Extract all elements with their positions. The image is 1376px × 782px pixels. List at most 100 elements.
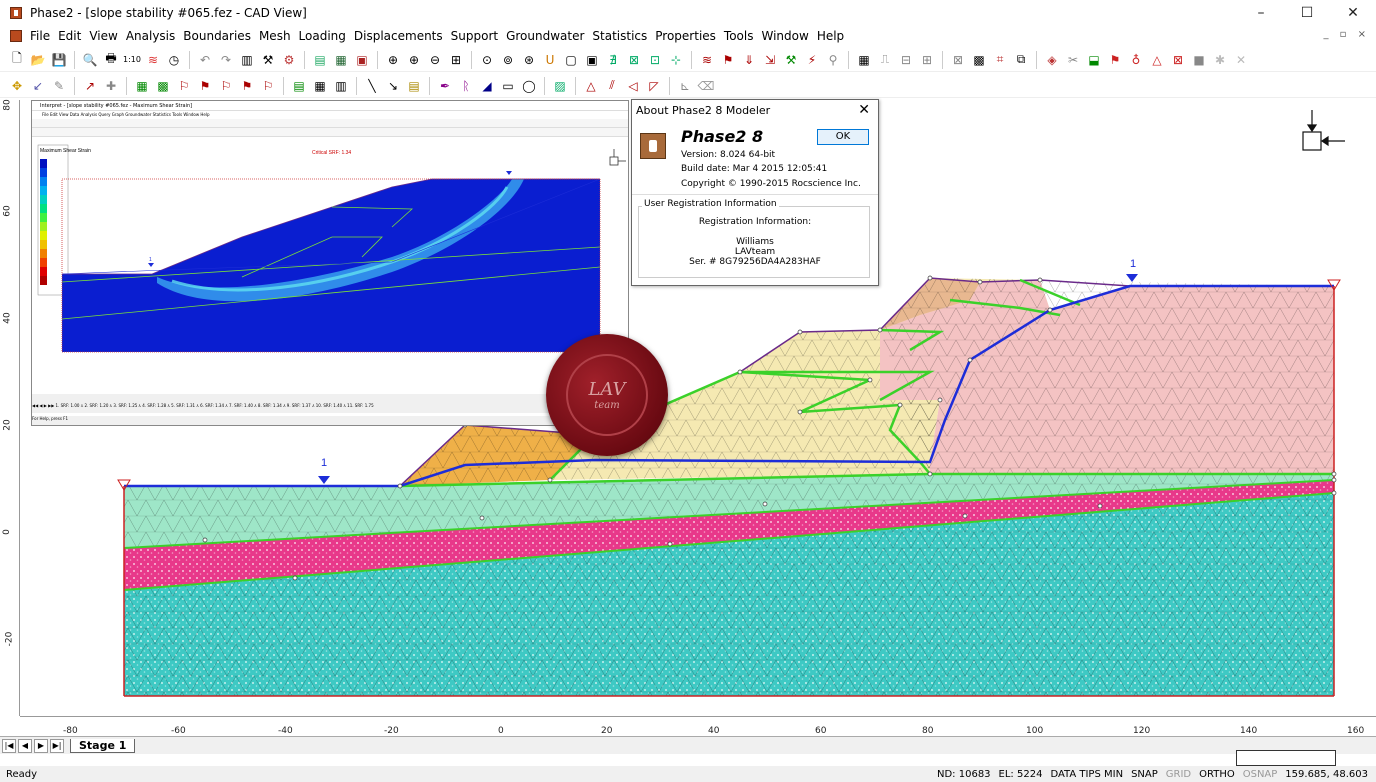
new-file-icon[interactable]: 🗋 (12, 51, 22, 65)
app-icon[interactable] (10, 7, 22, 19)
material-assign-icon[interactable]: ▦ (136, 78, 148, 93)
property-icon[interactable]: ⊠ (952, 52, 964, 67)
marker-icon[interactable]: ♁ (1131, 52, 1141, 67)
status-snap[interactable]: SNAP (1131, 768, 1158, 780)
info-icon[interactable]: ⊟ (900, 52, 912, 67)
ellipse-icon[interactable]: ◯ (522, 78, 536, 93)
menu-loading[interactable]: Loading (298, 29, 346, 43)
triangle-tool-icon[interactable]: △ (586, 78, 596, 93)
menu-analysis[interactable]: Analysis (125, 29, 176, 43)
horizontal-scrollbar[interactable] (1236, 750, 1336, 766)
restrain-y-icon[interactable]: ⚑ (199, 78, 211, 93)
status-ortho[interactable]: ORTHO (1199, 768, 1235, 780)
menu-groundwater[interactable]: Groundwater (506, 29, 585, 43)
table-tool-icon[interactable]: ▦ (314, 78, 326, 93)
status-grid[interactable]: GRID (1165, 768, 1192, 780)
zoom-previous-icon[interactable]: ⊚ (502, 52, 514, 67)
print-icon[interactable]: 🖶 (105, 51, 117, 65)
more-icon[interactable]: ✕ (1235, 52, 1247, 67)
material-table-icon[interactable]: ▩ (973, 52, 985, 67)
pen-icon[interactable]: ✒ (439, 78, 451, 93)
liner-icon[interactable]: ⚡ (807, 52, 817, 67)
print-preview-icon[interactable]: 🔍 (82, 52, 98, 67)
zoom-extents-icon[interactable]: ⊙ (481, 52, 493, 67)
save-icon[interactable]: 💾 (51, 52, 67, 67)
water-table[interactable] (124, 284, 1334, 488)
menu-properties[interactable]: Properties (655, 29, 716, 43)
menu-boundaries[interactable]: Boundaries (183, 29, 251, 43)
skew-icon[interactable]: ⫽ (609, 78, 615, 92)
mdi-controls[interactable]: _ ▫ × (1323, 29, 1370, 40)
status-osnap[interactable]: OSNAP (1242, 768, 1278, 780)
close-button[interactable]: ✕ (1347, 5, 1359, 21)
mesh-tool-icon[interactable]: ⚙ (283, 52, 295, 67)
eraser-icon[interactable]: ⌫ (697, 78, 715, 93)
material-grid-icon[interactable]: ▩ (157, 78, 169, 93)
zoom-in-icon[interactable]: ⊕ (408, 52, 420, 67)
maximize-button[interactable]: ☐ (1300, 5, 1314, 21)
boundary-icon[interactable]: ▢ (565, 52, 577, 67)
grid-icon[interactable]: ⊠ (628, 52, 640, 67)
report-icon[interactable]: ▣ (356, 52, 368, 67)
prev-stage-icon[interactable]: ◀ (18, 738, 32, 753)
line-icon[interactable]: ╲ (368, 78, 376, 93)
tool-icon[interactable]: ⚒ (262, 52, 274, 67)
edit-icon[interactable]: ∄ (609, 52, 617, 67)
shape2-icon[interactable]: ◸ (649, 78, 659, 93)
menu-view[interactable]: View (89, 29, 118, 43)
load-icon[interactable]: ⇓ (743, 52, 755, 67)
disabled-icon[interactable]: ✱ (1214, 52, 1226, 67)
menu-tools[interactable]: Tools (723, 29, 754, 43)
pointer-icon[interactable]: ↙ (32, 78, 44, 93)
frame-tool-icon[interactable]: ▥ (335, 78, 347, 93)
piezo-icon[interactable]: ⚲ (828, 52, 838, 67)
menu-file[interactable]: File (30, 29, 51, 43)
support-icon[interactable]: ⇲ (764, 52, 776, 67)
material-icon[interactable]: Ս (545, 52, 555, 67)
ok-button[interactable]: OK (817, 129, 869, 145)
clock-icon[interactable]: ◷ (168, 52, 180, 67)
scale-icon[interactable]: 1:10 (123, 55, 141, 64)
next-stage-icon[interactable]: ▶ (34, 738, 48, 753)
zoom-window-icon[interactable]: ⊞ (450, 52, 462, 67)
flag-tool-icon[interactable]: ⚐ (262, 78, 274, 93)
menu-statistics[interactable]: Statistics (592, 29, 648, 43)
square-icon[interactable]: ■ (1193, 52, 1205, 67)
compute-icon[interactable]: ▤ (314, 52, 326, 67)
stage-icon[interactable]: ⬓ (1088, 52, 1100, 67)
table-icon[interactable]: ⊡ (649, 52, 661, 67)
document-icon[interactable] (10, 30, 22, 42)
restrain-xy-icon[interactable]: ⚐ (220, 78, 232, 93)
menu-help[interactable]: Help (816, 29, 845, 43)
menu-edit[interactable]: Edit (58, 29, 82, 43)
query-line-icon[interactable]: ⎍ (880, 52, 890, 66)
minimize-button[interactable]: – (1257, 5, 1265, 21)
dialog-close-icon[interactable]: ✕ (858, 102, 870, 118)
restrain-icon[interactable]: ⚑ (241, 78, 253, 93)
contour-icon[interactable]: ⌗ (996, 52, 1004, 66)
color-icon[interactable]: ▨ (554, 78, 566, 93)
zoom-out-icon[interactable]: ⊖ (429, 52, 441, 67)
text-icon[interactable]: ▤ (408, 78, 420, 93)
menu-displacements[interactable]: Displacements (353, 29, 443, 43)
dimension-icon[interactable]: ⊾ (679, 78, 691, 93)
curve-icon[interactable]: ↗ (84, 78, 96, 93)
frame-icon[interactable]: ▣ (586, 52, 598, 67)
delete-icon[interactable]: ⊠ (1172, 52, 1184, 67)
diamond-icon[interactable]: ◈ (1047, 52, 1057, 67)
first-stage-icon[interactable]: |◀ (2, 738, 16, 753)
arrow-icon[interactable]: ↘ (387, 78, 399, 93)
compute-tool-icon[interactable]: ▤ (293, 78, 305, 93)
restraint-icon[interactable]: ⚑ (722, 52, 734, 67)
bolt-icon[interactable]: ⚒ (785, 52, 797, 67)
brush-icon[interactable]: ✎ (53, 78, 65, 93)
shape-icon[interactable]: ◁ (628, 78, 638, 93)
pin-icon[interactable]: ✚ (105, 78, 117, 93)
flag-icon[interactable]: ⚑ (1109, 52, 1121, 67)
interpret-icon[interactable]: ▦ (335, 52, 347, 67)
status-datatips[interactable]: DATA TIPS MIN (1050, 768, 1124, 780)
redo-icon[interactable]: ↷ (220, 52, 232, 67)
restrain-x-icon[interactable]: ⚐ (178, 78, 190, 93)
triangle-icon[interactable]: △ (1152, 52, 1162, 67)
fit-icon[interactable]: ⧉ (1016, 52, 1026, 66)
